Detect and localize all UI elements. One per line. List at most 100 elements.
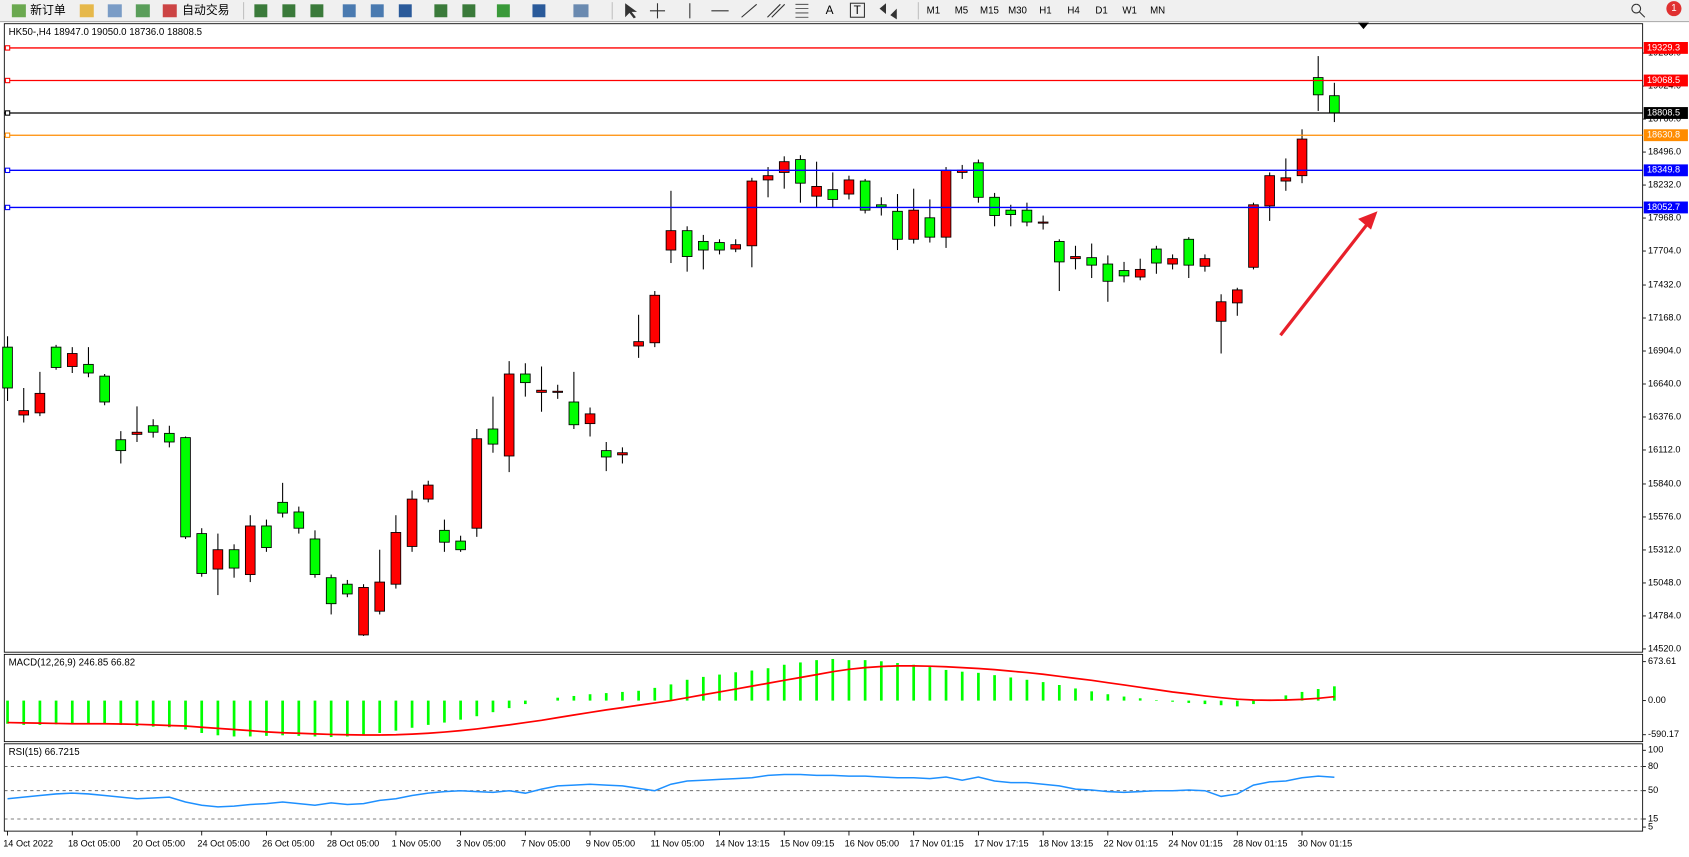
shift-marker[interactable] (1358, 22, 1369, 30)
price-level-handle[interactable] (4, 45, 11, 51)
arrow-head (1358, 211, 1378, 230)
auto-trading-button[interactable]: 自动交易 (182, 3, 229, 17)
timeframe-button[interactable]: M30 (1008, 5, 1027, 16)
candle-body (309, 538, 321, 576)
timeframe-button[interactable]: H4 (1067, 5, 1080, 16)
candle-chart-button[interactable] (282, 4, 296, 18)
price-level-tag (1643, 164, 1688, 177)
y-tick-label: 15840.0 (1648, 478, 1681, 488)
candle-body (1215, 301, 1227, 322)
toolbar-icon[interactable] (79, 4, 94, 18)
y-tick-label: 17432.0 (1648, 279, 1681, 289)
candle-body (503, 373, 515, 457)
candle-body (1070, 256, 1081, 260)
candle-body (455, 540, 466, 551)
zoom-in-button[interactable] (342, 4, 356, 18)
candle-body (487, 428, 499, 445)
candle-body (520, 373, 531, 384)
timeframe-button[interactable]: D1 (1095, 5, 1107, 16)
candle-body (1296, 138, 1308, 177)
price-level-handle[interactable] (4, 132, 11, 138)
plot: 19288.019024.018760.018496.018232.017968… (2, 23, 1688, 848)
toolbar-icon[interactable] (107, 4, 122, 18)
notification-count: 1 (1671, 3, 1676, 14)
templates-button[interactable] (573, 4, 589, 18)
shift-button[interactable] (462, 4, 476, 18)
candle-body (1264, 175, 1275, 207)
arrows-button[interactable] (879, 3, 897, 20)
timeframe-button[interactable]: M5 (955, 5, 968, 16)
candle-body (147, 425, 159, 433)
candle-body (924, 217, 936, 238)
timeframe-button[interactable]: MN (1150, 5, 1165, 16)
price-level-handle[interactable] (4, 204, 11, 211)
cursor-button[interactable] (625, 3, 638, 19)
candle-body (293, 511, 305, 529)
tile-button[interactable] (398, 4, 412, 18)
candle-body (746, 180, 758, 247)
price-level-tag (1643, 107, 1688, 119)
price-level-label: 19329.3 (1647, 42, 1680, 52)
candle-body (422, 484, 434, 500)
annotation-arrow (1279, 211, 1378, 337)
toolbar-icon[interactable] (135, 4, 150, 18)
candle-body (1102, 263, 1114, 282)
indicators-button[interactable] (496, 4, 510, 18)
candle-body (698, 240, 709, 251)
x-tick-label: 17 Nov 17:15 (974, 838, 1028, 848)
x-tick-label: 20 Oct 05:00 (133, 838, 185, 848)
candle-body (584, 413, 596, 425)
y-tick-label: 15 (1648, 813, 1658, 823)
search-button[interactable] (1631, 3, 1646, 18)
timeframe-button[interactable]: W1 (1122, 5, 1137, 16)
timeframe-bar: M1 M5 M15 M30 H1 H4 D1 W1 MN (927, 5, 1165, 16)
bar-chart-button[interactable] (254, 4, 268, 18)
candle-body (762, 175, 774, 181)
candle-body (471, 438, 483, 529)
channel-button[interactable] (767, 3, 786, 18)
zoom-out-button[interactable] (370, 4, 384, 18)
price-level-handle[interactable] (4, 110, 11, 116)
macd-signal-line (7, 665, 1335, 736)
candle-body (843, 179, 855, 195)
candle-body (940, 169, 952, 238)
price-level-tag (1643, 201, 1688, 214)
x-tick-label: 28 Nov 01:15 (1233, 838, 1287, 848)
new-order-icon[interactable] (11, 4, 26, 18)
price-level-label: 18349.8 (1647, 165, 1680, 175)
y-tick-label: 80 (1648, 761, 1658, 771)
y-tick-label: 16904.0 (1648, 345, 1681, 355)
panel-frame (3, 23, 1644, 653)
timeframe-button[interactable]: M15 (980, 5, 999, 16)
crosshair-button[interactable] (649, 3, 666, 19)
y-tick-label: 15576.0 (1648, 511, 1681, 521)
y-tick-label: 14520.0 (1648, 643, 1681, 653)
price-level-handle[interactable] (4, 77, 11, 84)
candle-body (228, 549, 240, 569)
arrow-shaft (1279, 221, 1371, 337)
candle-body (1329, 95, 1340, 114)
autoscroll-button[interactable] (434, 4, 448, 18)
candle-body (649, 294, 661, 344)
candle-body (973, 162, 984, 198)
timeframe-button[interactable]: H1 (1039, 5, 1051, 16)
x-tick-label: 3 Nov 05:00 (456, 838, 505, 848)
candle-body (1312, 77, 1324, 96)
candle-body (859, 180, 871, 211)
notification-badge[interactable] (1666, 1, 1682, 17)
candle-body (714, 242, 725, 251)
fibonacci-button[interactable] (795, 3, 809, 18)
label-tool-button[interactable]: T (854, 3, 861, 17)
periods-button[interactable] (532, 4, 546, 18)
candle-body (180, 437, 191, 538)
text-tool-button[interactable]: A (826, 3, 834, 17)
new-order-button[interactable]: 新订单 (30, 3, 66, 17)
price-level-handle[interactable] (4, 167, 11, 174)
timeframe-button[interactable]: M1 (927, 5, 940, 16)
auto-trading-icon[interactable] (162, 4, 177, 18)
line-chart-button[interactable] (310, 4, 324, 18)
panel-frame (3, 653, 1644, 743)
x-tick-label: 26 Oct 05:00 (262, 838, 314, 848)
trendline-button[interactable] (741, 3, 758, 18)
candle-body (811, 185, 822, 197)
